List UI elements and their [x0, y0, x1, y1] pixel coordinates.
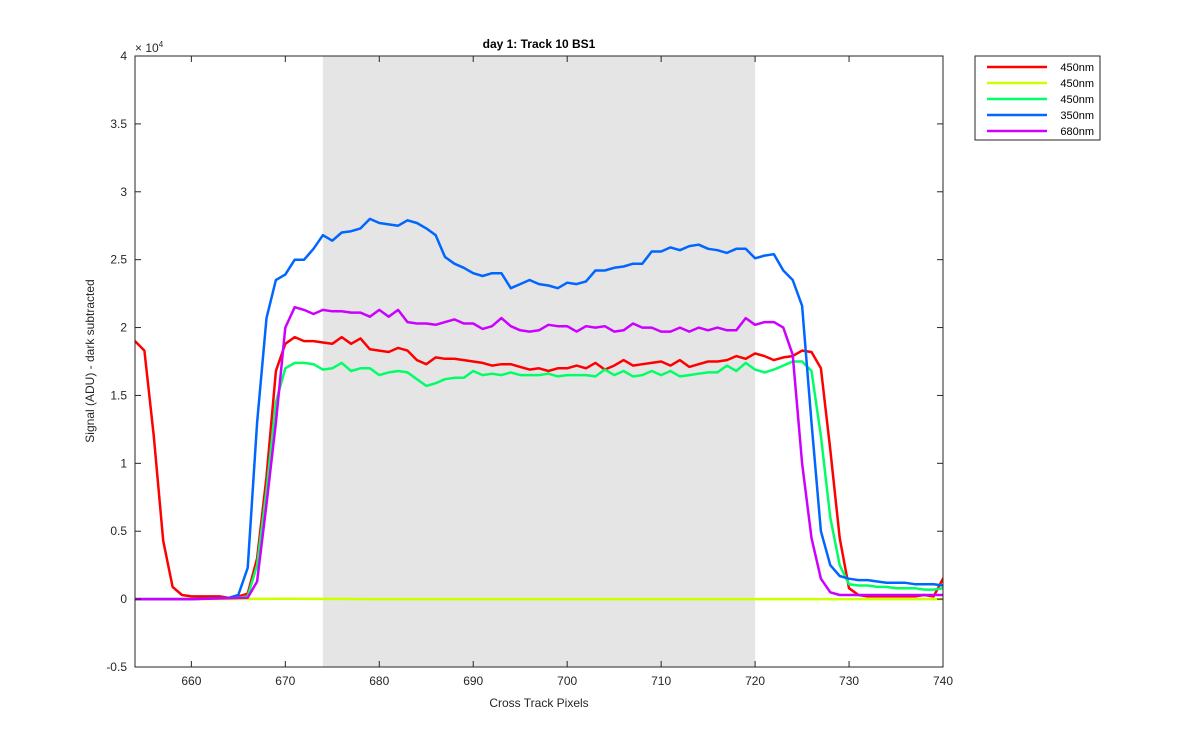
y-tick-label: 1 — [120, 456, 127, 470]
y-tick-label: 3.5 — [110, 117, 127, 131]
x-tick-label: 680 — [369, 674, 389, 688]
y-tick-label: 0 — [120, 592, 127, 606]
legend-label-5: 680nm — [1060, 126, 1094, 138]
x-tick-label: 710 — [651, 674, 671, 688]
x-tick-label: 740 — [933, 674, 953, 688]
y-tick-label: 3 — [120, 185, 127, 199]
y-tick-label: 2.5 — [110, 253, 127, 267]
x-axis-label: Cross Track Pixels — [489, 696, 588, 710]
y-tick-label: 2 — [120, 321, 127, 335]
series-line-4 — [135, 217, 943, 601]
y-exponent-label: × 104 — [135, 40, 164, 55]
x-tick-label: 720 — [745, 674, 765, 688]
legend: 450nm 450nm 450nm 350nm 680nm — [974, 55, 1101, 141]
legend-label-3: 450nm — [1060, 94, 1094, 106]
x-tick-label: 660 — [181, 674, 201, 688]
y-tick-label: 1.5 — [110, 388, 127, 402]
series-line-3 — [135, 360, 943, 601]
x-tick-label: 730 — [839, 674, 859, 688]
legend-label-1: 450nm — [1060, 62, 1094, 74]
y-tick-label: 4 — [120, 49, 127, 63]
y-exponent-power: 4 — [159, 40, 164, 49]
y-tick-label: 0.5 — [110, 524, 127, 538]
x-tick-label: 700 — [557, 674, 577, 688]
chart-title: day 1: Track 10 BS1 — [483, 37, 596, 51]
series-line-5 — [135, 305, 943, 601]
legend-label-4: 350nm — [1060, 110, 1094, 122]
shaded-region — [322, 56, 756, 667]
legend-label-2: 450nm — [1060, 78, 1094, 90]
x-tick-label: 690 — [463, 674, 483, 688]
series-line-1 — [135, 335, 943, 600]
y-tick-label: -0.5 — [106, 660, 127, 674]
x-tick-label: 670 — [275, 674, 295, 688]
plot-frame — [134, 55, 944, 668]
y-axis-label: Signal (ADU) - dark subtracted — [83, 279, 97, 442]
